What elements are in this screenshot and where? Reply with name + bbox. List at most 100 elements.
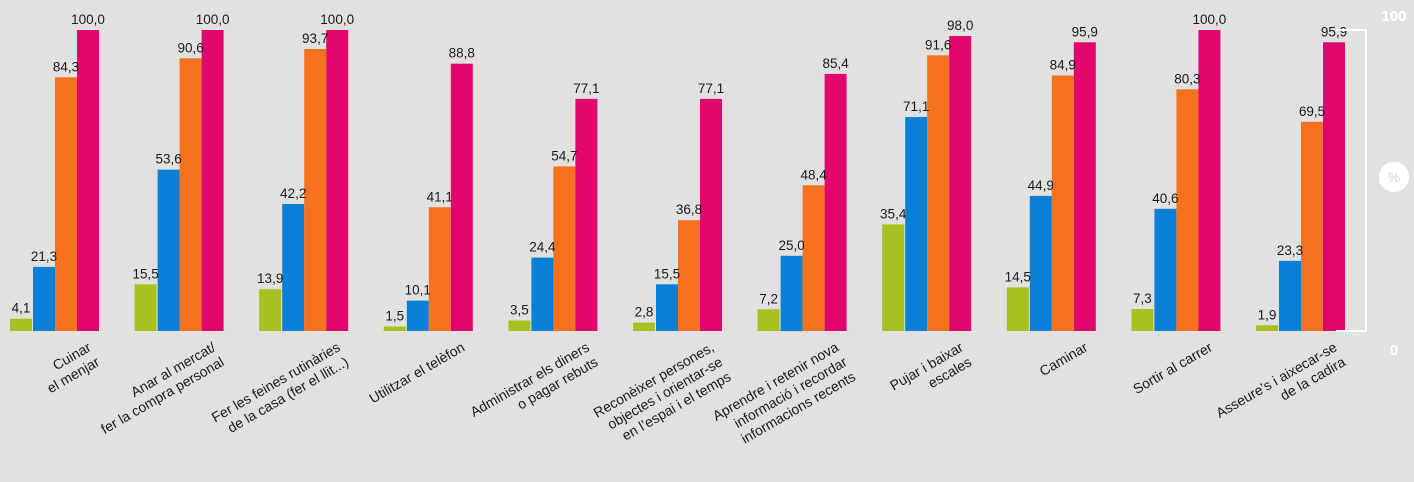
bar-5-1 (508, 320, 531, 331)
bar-4-4 (450, 63, 473, 331)
bar-10-3 (1176, 89, 1199, 331)
value-label-10-1: 7,3 (1133, 291, 1152, 306)
value-label-3-3: 93,7 (302, 31, 328, 46)
category-label-6: Reconèixer persones,objectes i orientar-… (591, 339, 734, 451)
value-label-6-2: 15,5 (654, 266, 680, 281)
bar-11-1 (1256, 325, 1278, 331)
y-axis-line (1336, 29, 1367, 332)
value-label-2-2: 53,6 (155, 152, 181, 167)
value-label-4-4: 88,8 (449, 46, 475, 61)
value-label-6-1: 2,8 (635, 305, 654, 320)
value-label-9-4: 95,9 (1072, 24, 1098, 39)
value-label-11-3: 69,5 (1299, 104, 1325, 119)
category-label-5: Administrar els dinerso pagar rebuts (467, 339, 600, 435)
value-label-9-3: 84,9 (1050, 58, 1076, 73)
value-label-4-2: 10,1 (405, 283, 431, 298)
bar-10-4 (1198, 30, 1221, 331)
value-label-11-2: 23,3 (1277, 243, 1303, 258)
category-label-8: Pujar i baixarescales (887, 339, 975, 409)
bar-3-2 (282, 204, 305, 331)
bar-6-4 (700, 98, 722, 332)
value-label-7-3: 48,4 (800, 167, 827, 182)
value-labels-layer: 4,1 21,3 84,3 100,0 15,5 53,6 90,6 100,0 13,9 42,… (12, 12, 1348, 324)
bar-1-1 (10, 318, 32, 331)
bar-5-2 (531, 257, 554, 331)
y-tick-label-max: 100 (1381, 8, 1406, 25)
bar-5-4 (575, 98, 598, 332)
unit-badge (1379, 162, 1409, 192)
bar-2-1 (134, 284, 157, 331)
bar-6-3 (678, 220, 700, 331)
category-label-9: Caminar (1036, 339, 1090, 379)
bar-1-3 (55, 77, 77, 331)
value-label-5-3: 54,7 (551, 148, 577, 163)
value-label-8-2: 71,1 (903, 99, 929, 114)
bar-9-4 (1073, 42, 1096, 332)
value-label-4-1: 1,5 (385, 309, 404, 324)
value-label-1-1: 4,1 (12, 301, 31, 316)
bar-3-3 (304, 49, 327, 331)
category-label-line: Sortir al carrer (1130, 339, 1215, 397)
value-label-8-4: 98,0 (947, 18, 973, 33)
right-axis: % 100 0 (1336, 8, 1409, 359)
bar-11-2 (1279, 260, 1301, 331)
category-label-4: Utilitzar el telèfon (366, 339, 467, 407)
bar-11-3 (1301, 121, 1323, 331)
bar-8-4 (949, 36, 972, 331)
bar-10-2 (1154, 208, 1177, 331)
bar-2-3 (179, 58, 202, 332)
category-label-line: Utilitzar el telèfon (366, 339, 467, 407)
category-label-2: Anar al mercat/fer la compra personal (89, 339, 226, 437)
value-label-3-1: 13,9 (257, 271, 283, 286)
unit-label: % (1388, 169, 1401, 185)
value-label-6-4: 77,1 (698, 81, 724, 96)
value-label-7-4: 85,4 (822, 56, 849, 71)
value-label-5-4: 77,1 (573, 81, 599, 96)
value-label-10-2: 40,6 (1152, 191, 1178, 206)
value-label-6-3: 36,8 (676, 202, 702, 217)
bar-2-2 (157, 169, 180, 331)
value-label-2-4: 100,0 (196, 12, 230, 27)
value-label-1-4: 100,0 (71, 12, 105, 27)
bar-7-1 (757, 309, 780, 331)
value-label-10-3: 80,3 (1174, 71, 1200, 86)
bar-1-2 (33, 266, 55, 331)
bar-6-1 (633, 322, 655, 331)
bar-3-1 (259, 289, 282, 331)
bar-7-3 (802, 185, 825, 331)
value-label-9-2: 44,9 (1028, 178, 1054, 193)
value-label-4-3: 41,1 (427, 189, 453, 204)
category-label-11: Asseure’s i aixecar-sede la cadira (1213, 339, 1348, 436)
bar-8-3 (927, 55, 950, 332)
bar-10-1 (1131, 309, 1154, 331)
bar-6-2 (656, 284, 678, 331)
category-label-10: Sortir al carrer (1130, 339, 1215, 397)
bar-7-2 (780, 255, 803, 332)
value-label-11-4: 95,9 (1321, 24, 1347, 39)
bar-7-4 (824, 73, 847, 332)
value-label-10-4: 100,0 (1193, 12, 1227, 27)
bar-5-3 (553, 166, 576, 331)
value-label-8-3: 91,6 (925, 37, 951, 52)
category-labels-layer: Cuinarel menjar Anar al mercat/fer la com… (36, 339, 1348, 454)
value-label-2-1: 15,5 (132, 266, 158, 281)
category-label-7: Aprendre i retenir novainformació i reco… (710, 339, 859, 454)
value-label-3-2: 42,2 (280, 186, 306, 201)
value-label-1-2: 21,3 (31, 249, 57, 264)
bar-4-1 (383, 326, 406, 331)
value-label-7-2: 25,0 (778, 238, 804, 253)
bar-3-4 (326, 30, 349, 331)
value-label-7-1: 7,2 (759, 291, 778, 306)
bar-8-2 (905, 117, 928, 331)
y-tick-label-min: 0 (1390, 342, 1398, 359)
value-label-8-1: 35,4 (880, 206, 907, 221)
bar-9-2 (1029, 195, 1052, 331)
bar-1-4 (77, 30, 99, 331)
value-label-2-3: 90,6 (177, 40, 203, 55)
bar-11-4 (1323, 42, 1345, 332)
category-label-3: Fer les feines rutinàriesde la casa (fer… (209, 339, 352, 440)
category-label-1: Cuinarel menjar (36, 339, 103, 397)
category-label-line: Caminar (1036, 339, 1090, 379)
value-label-9-1: 14,5 (1005, 269, 1031, 284)
